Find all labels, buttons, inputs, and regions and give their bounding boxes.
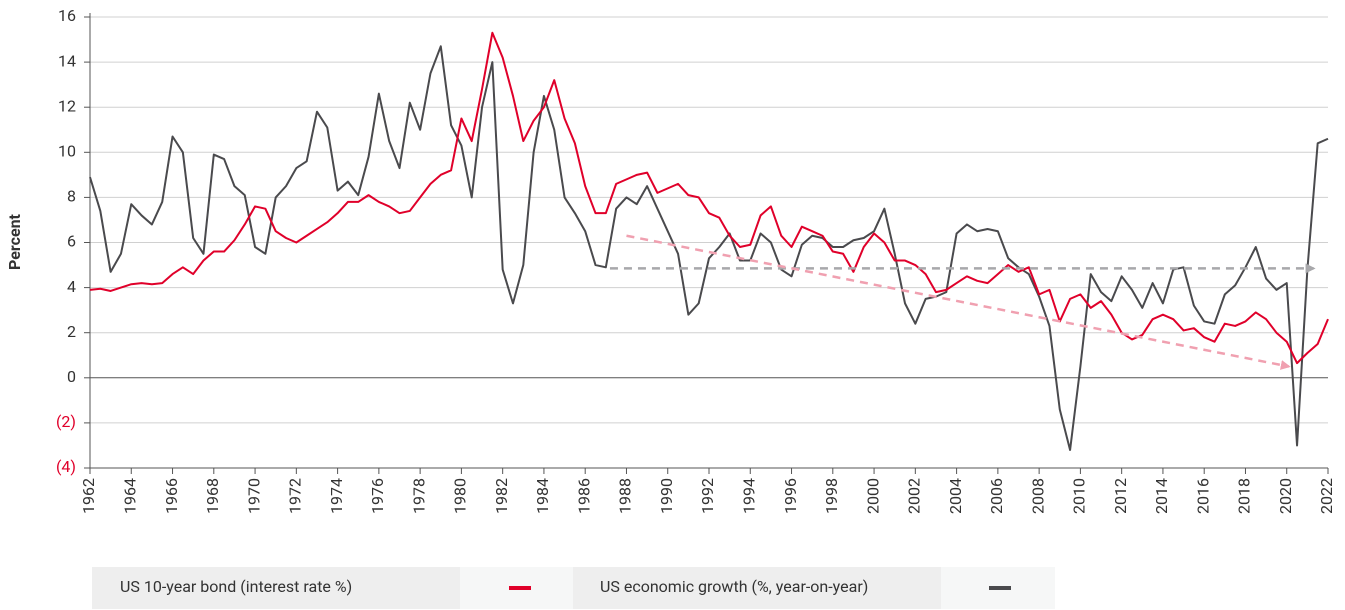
x-tick-label: 1974 bbox=[327, 478, 346, 514]
y-tick-label: (4) bbox=[56, 457, 76, 476]
x-tick-label: 2006 bbox=[987, 478, 1006, 514]
x-tick-label: 1986 bbox=[574, 478, 593, 514]
x-tick-label: 1970 bbox=[244, 478, 263, 514]
y-tick-label: 16 bbox=[58, 6, 76, 25]
x-tick-label: 2004 bbox=[946, 478, 965, 514]
x-tick-label: 2016 bbox=[1193, 478, 1212, 514]
y-tick-label: 4 bbox=[67, 277, 76, 296]
x-tick-label: 1976 bbox=[368, 478, 387, 514]
x-tick-label: 1968 bbox=[203, 478, 222, 514]
x-tick-label: 2012 bbox=[1111, 478, 1130, 514]
x-tick-label: 1980 bbox=[451, 478, 470, 514]
x-tick-label: 1982 bbox=[492, 478, 511, 514]
y-tick-label: 8 bbox=[67, 187, 76, 206]
y-axis-label: Percent bbox=[5, 213, 24, 270]
x-tick-label: 2008 bbox=[1028, 478, 1047, 514]
legend: US 10-year bond (interest rate %) US eco… bbox=[92, 567, 1055, 609]
y-tick-label: 12 bbox=[58, 96, 76, 115]
x-tick-label: 2002 bbox=[905, 478, 924, 514]
x-tick-label: 1962 bbox=[79, 478, 98, 514]
x-tick-label: 2022 bbox=[1317, 478, 1336, 514]
y-tick-label: 6 bbox=[67, 232, 76, 251]
x-tick-label: 1978 bbox=[409, 478, 428, 514]
legend-label: US economic growth (%, year-on-year) bbox=[600, 577, 868, 596]
y-tick-label: 2 bbox=[67, 322, 76, 341]
y-tick-label: 0 bbox=[67, 367, 76, 386]
series-line bbox=[89, 45, 1329, 451]
y-tick-label: 10 bbox=[58, 142, 76, 161]
x-tick-label: 1966 bbox=[162, 478, 181, 514]
x-tick-label: 1988 bbox=[616, 478, 635, 514]
x-tick-label: 1994 bbox=[739, 478, 758, 514]
x-tick-label: 1990 bbox=[657, 478, 676, 514]
x-tick-label: 1964 bbox=[120, 478, 139, 514]
x-tick-label: 1972 bbox=[286, 478, 305, 514]
x-tick-label: 2014 bbox=[1152, 478, 1171, 514]
x-tick-label: 1984 bbox=[533, 478, 552, 514]
x-tick-label: 2020 bbox=[1276, 478, 1295, 514]
legend-label: US 10-year bond (interest rate %) bbox=[120, 577, 352, 596]
x-tick-label: 1996 bbox=[781, 478, 800, 514]
x-tick-label: 2000 bbox=[863, 478, 882, 514]
trend-arrow bbox=[626, 234, 1291, 370]
x-tick-label: 1998 bbox=[822, 478, 841, 514]
y-tick-label: (2) bbox=[56, 412, 76, 431]
y-tick-label: 14 bbox=[58, 51, 76, 70]
x-tick-label: 2018 bbox=[1235, 478, 1254, 514]
legend-cell bbox=[92, 567, 460, 609]
legend-cell bbox=[573, 567, 941, 609]
x-tick-label: 1992 bbox=[698, 478, 717, 514]
x-tick-label: 2010 bbox=[1070, 478, 1089, 514]
